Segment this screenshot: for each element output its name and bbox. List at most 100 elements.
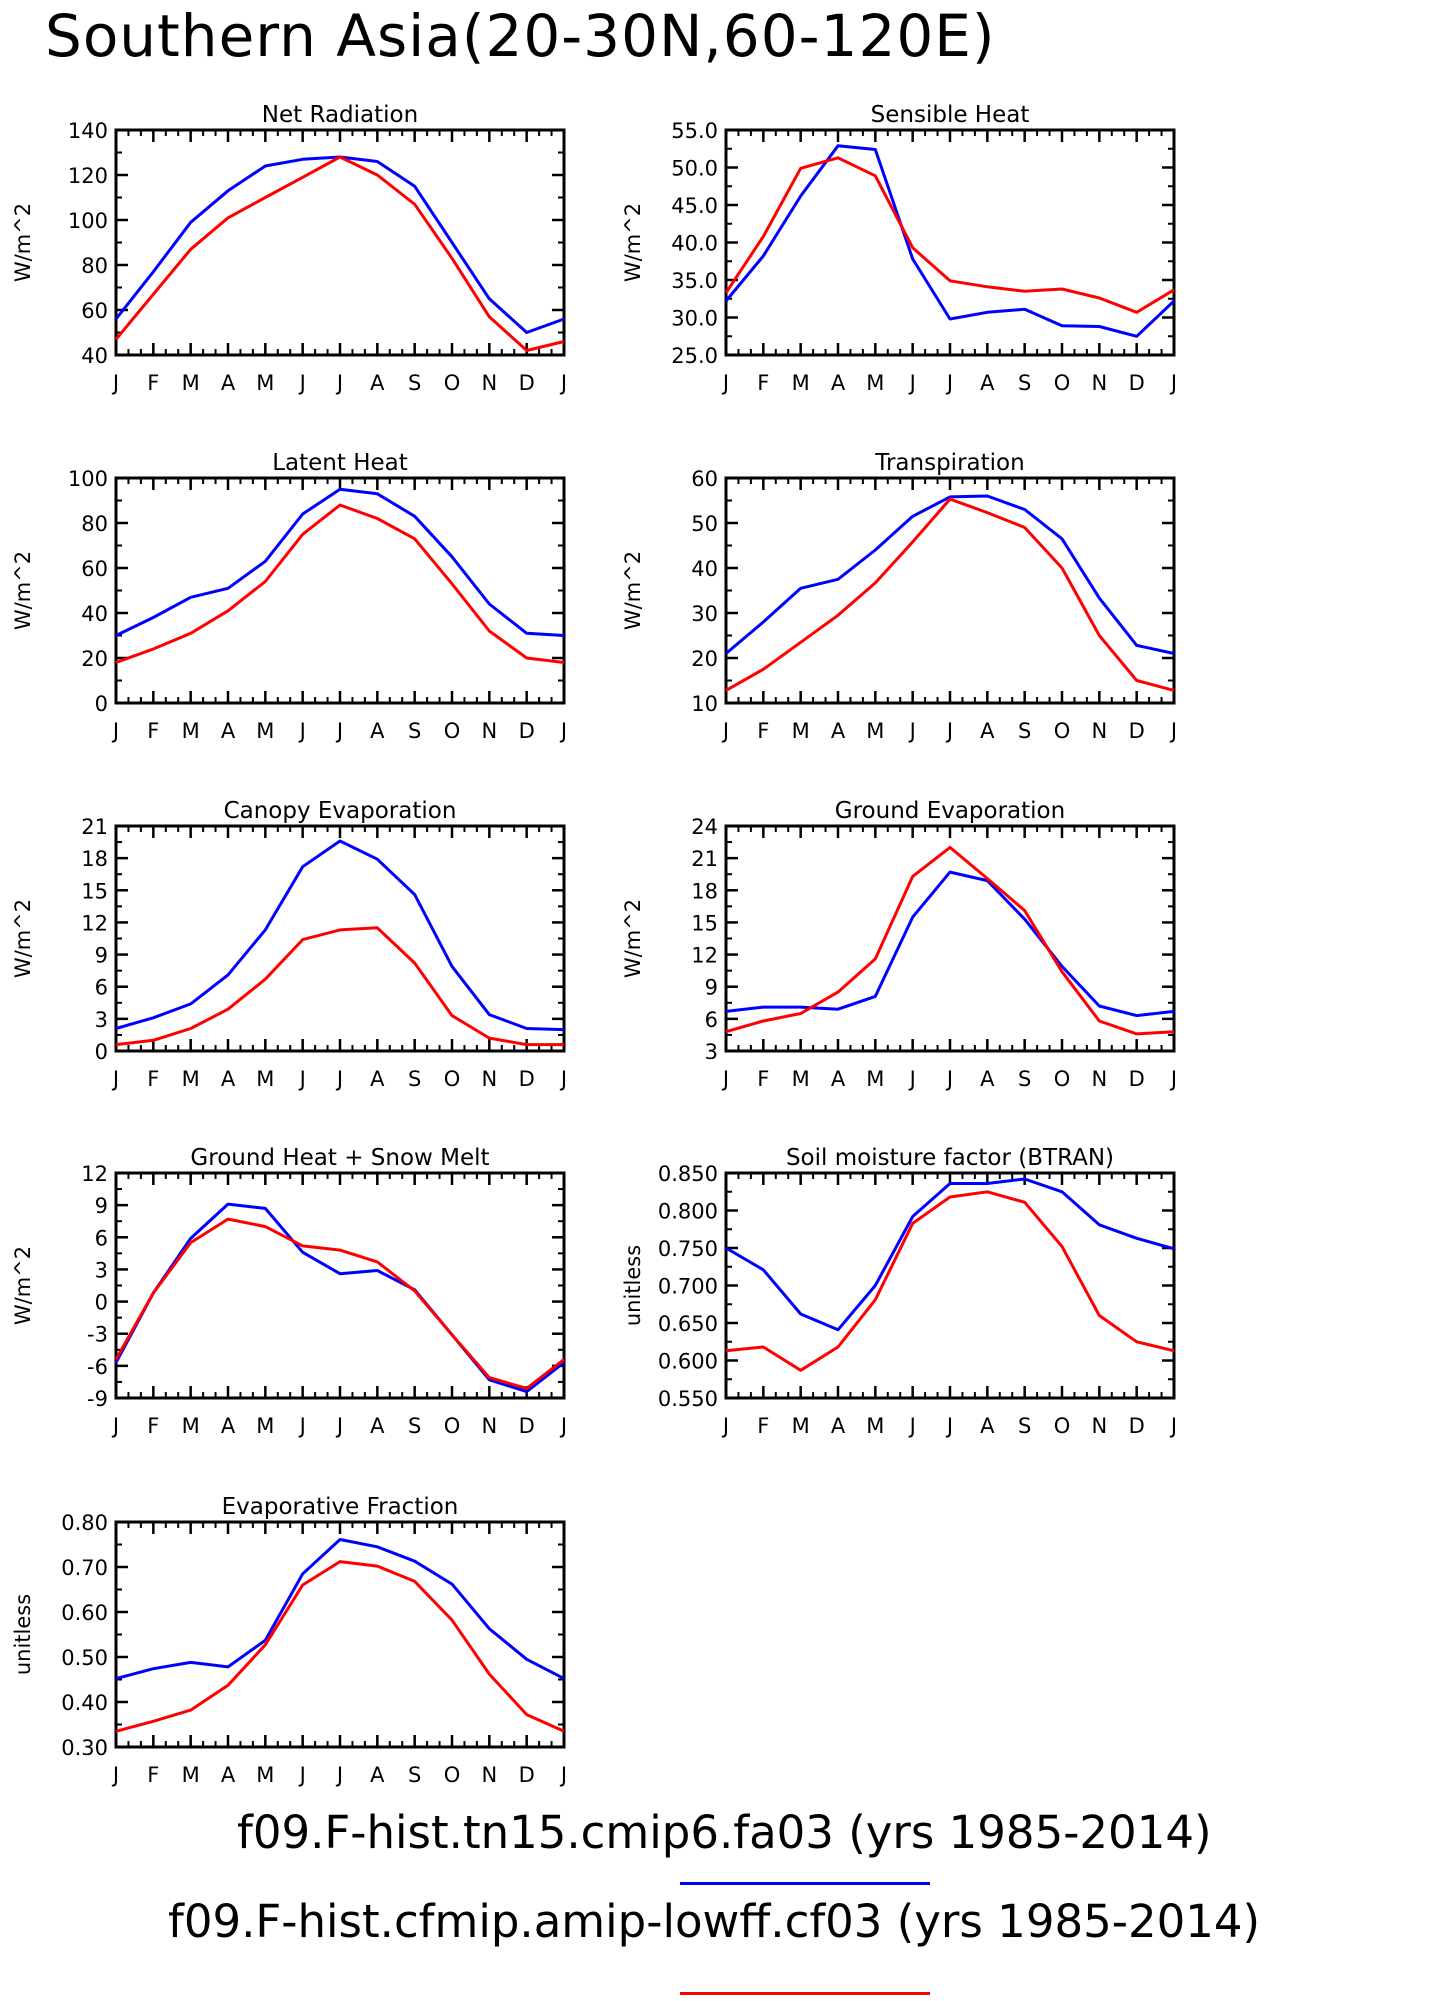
y-tick-label: 0.650 — [658, 1312, 718, 1336]
x-tick-label: J — [945, 371, 953, 395]
plot-frame — [724, 128, 1176, 357]
x-tick-label: J — [908, 1067, 916, 1091]
x-tick-label: N — [481, 371, 497, 395]
y-axis-label: unitless — [11, 1594, 35, 1675]
series-line-blue — [114, 155, 565, 334]
x-tick-label: N — [1091, 1414, 1107, 1438]
x-tick-label: A — [831, 1414, 846, 1438]
x-tick-label: J — [721, 719, 729, 743]
y-tick-label: 60 — [81, 299, 108, 323]
y-tick-label: -3 — [87, 1323, 108, 1347]
x-tick-label: M — [866, 1067, 884, 1091]
y-tick-label: 50.0 — [671, 157, 718, 181]
x-tick-label: J — [945, 719, 953, 743]
x-tick-label: D — [1129, 1067, 1145, 1091]
y-tick-label: 0.700 — [658, 1275, 718, 1299]
x-tick-label: J — [945, 1414, 953, 1438]
x-tick-label: M — [256, 1067, 274, 1091]
y-tick-label: -9 — [87, 1387, 108, 1411]
x-tick-label: M — [866, 1414, 884, 1438]
y-tick-label: 80 — [81, 512, 108, 536]
legend-entry-blue: f09.F-hist.tn15.cmip6.fa03 (yrs 1985-201… — [237, 1806, 1212, 1859]
series-line-red — [724, 156, 1175, 314]
series-line-red — [725, 845, 1175, 1036]
y-tick-label: 6 — [705, 1008, 718, 1032]
y-tick-label: 3 — [95, 1258, 108, 1282]
y-tick-label: 9 — [705, 976, 718, 1000]
x-tick-label: N — [481, 1414, 497, 1438]
y-tick-label: 18 — [691, 879, 718, 903]
series-line-red — [725, 1190, 1175, 1372]
x-tick-label: J — [111, 1763, 119, 1787]
y-tick-label: 21 — [81, 815, 108, 839]
x-tick-label: J — [1169, 1067, 1177, 1091]
x-tick-label: F — [757, 719, 769, 743]
plot-frame — [114, 476, 566, 705]
y-tick-label: 0.850 — [658, 1162, 718, 1186]
y-tick-label: 21 — [691, 847, 718, 871]
y-tick-label: 12 — [81, 1162, 108, 1186]
x-tick-label: F — [757, 371, 769, 395]
x-tick-label: D — [519, 1067, 535, 1091]
x-tick-label: O — [444, 1763, 461, 1787]
x-tick-label: J — [908, 719, 916, 743]
x-tick-label: J — [559, 1067, 567, 1091]
y-tick-label: 10 — [691, 692, 718, 716]
x-tick-label: A — [370, 371, 385, 395]
x-tick-label: M — [256, 1763, 274, 1787]
x-tick-label: M — [256, 371, 274, 395]
x-tick-label: J — [335, 1414, 343, 1438]
x-tick-label: D — [1129, 1414, 1145, 1438]
y-tick-label: 80 — [81, 254, 108, 278]
x-tick-label: N — [481, 719, 497, 743]
x-tick-label: N — [481, 1067, 497, 1091]
y-tick-label: 45.0 — [671, 194, 718, 218]
y-tick-label: 0.50 — [61, 1646, 108, 1670]
y-tick-label: 40.0 — [671, 232, 718, 256]
y-tick-label: 9 — [95, 1194, 108, 1218]
x-tick-label: J — [335, 371, 343, 395]
x-tick-label: A — [221, 371, 236, 395]
y-tick-label: 0.550 — [658, 1387, 718, 1411]
x-tick-label: O — [1054, 719, 1071, 743]
x-tick-label: J — [1169, 719, 1177, 743]
x-tick-label: N — [1091, 719, 1107, 743]
y-tick-label: 0.600 — [658, 1350, 718, 1374]
y-tick-label: 55.0 — [671, 119, 718, 143]
x-tick-label: A — [980, 1067, 995, 1091]
x-tick-label: S — [408, 1414, 421, 1438]
y-tick-label: 0.750 — [658, 1237, 718, 1261]
series-line-red — [115, 1560, 565, 1733]
x-tick-label: D — [1129, 719, 1145, 743]
x-tick-label: O — [1054, 1067, 1071, 1091]
y-tick-label: 12 — [691, 944, 718, 968]
series-line-blue — [725, 1177, 1175, 1332]
x-tick-label: S — [1018, 1414, 1031, 1438]
panel-title: Ground Evaporation — [835, 798, 1065, 824]
x-tick-label: N — [1091, 371, 1107, 395]
x-tick-label: A — [831, 1067, 846, 1091]
y-tick-label: 0.80 — [61, 1511, 108, 1535]
y-tick-label: 60 — [691, 467, 718, 491]
x-tick-label: M — [792, 1067, 810, 1091]
series-line-blue — [725, 870, 1175, 1018]
x-tick-label: S — [1018, 719, 1031, 743]
y-axis-label: W/m^2 — [621, 203, 645, 282]
x-tick-label: M — [256, 1414, 274, 1438]
x-tick-label: A — [370, 1067, 385, 1091]
series-line-red — [114, 1217, 565, 1390]
y-tick-label: 0 — [95, 1040, 108, 1064]
x-tick-label: J — [111, 1067, 119, 1091]
y-tick-label: 140 — [68, 119, 108, 143]
x-tick-label: O — [1054, 1414, 1071, 1438]
x-tick-label: J — [908, 371, 916, 395]
x-tick-label: A — [370, 1763, 385, 1787]
x-tick-label: A — [221, 1414, 236, 1438]
x-tick-label: O — [444, 371, 461, 395]
x-tick-label: A — [221, 1763, 236, 1787]
y-tick-label: 12 — [81, 911, 108, 935]
x-tick-label: J — [945, 1067, 953, 1091]
x-tick-label: J — [111, 1414, 119, 1438]
x-tick-label: A — [370, 1414, 385, 1438]
x-tick-label: J — [721, 1067, 729, 1091]
